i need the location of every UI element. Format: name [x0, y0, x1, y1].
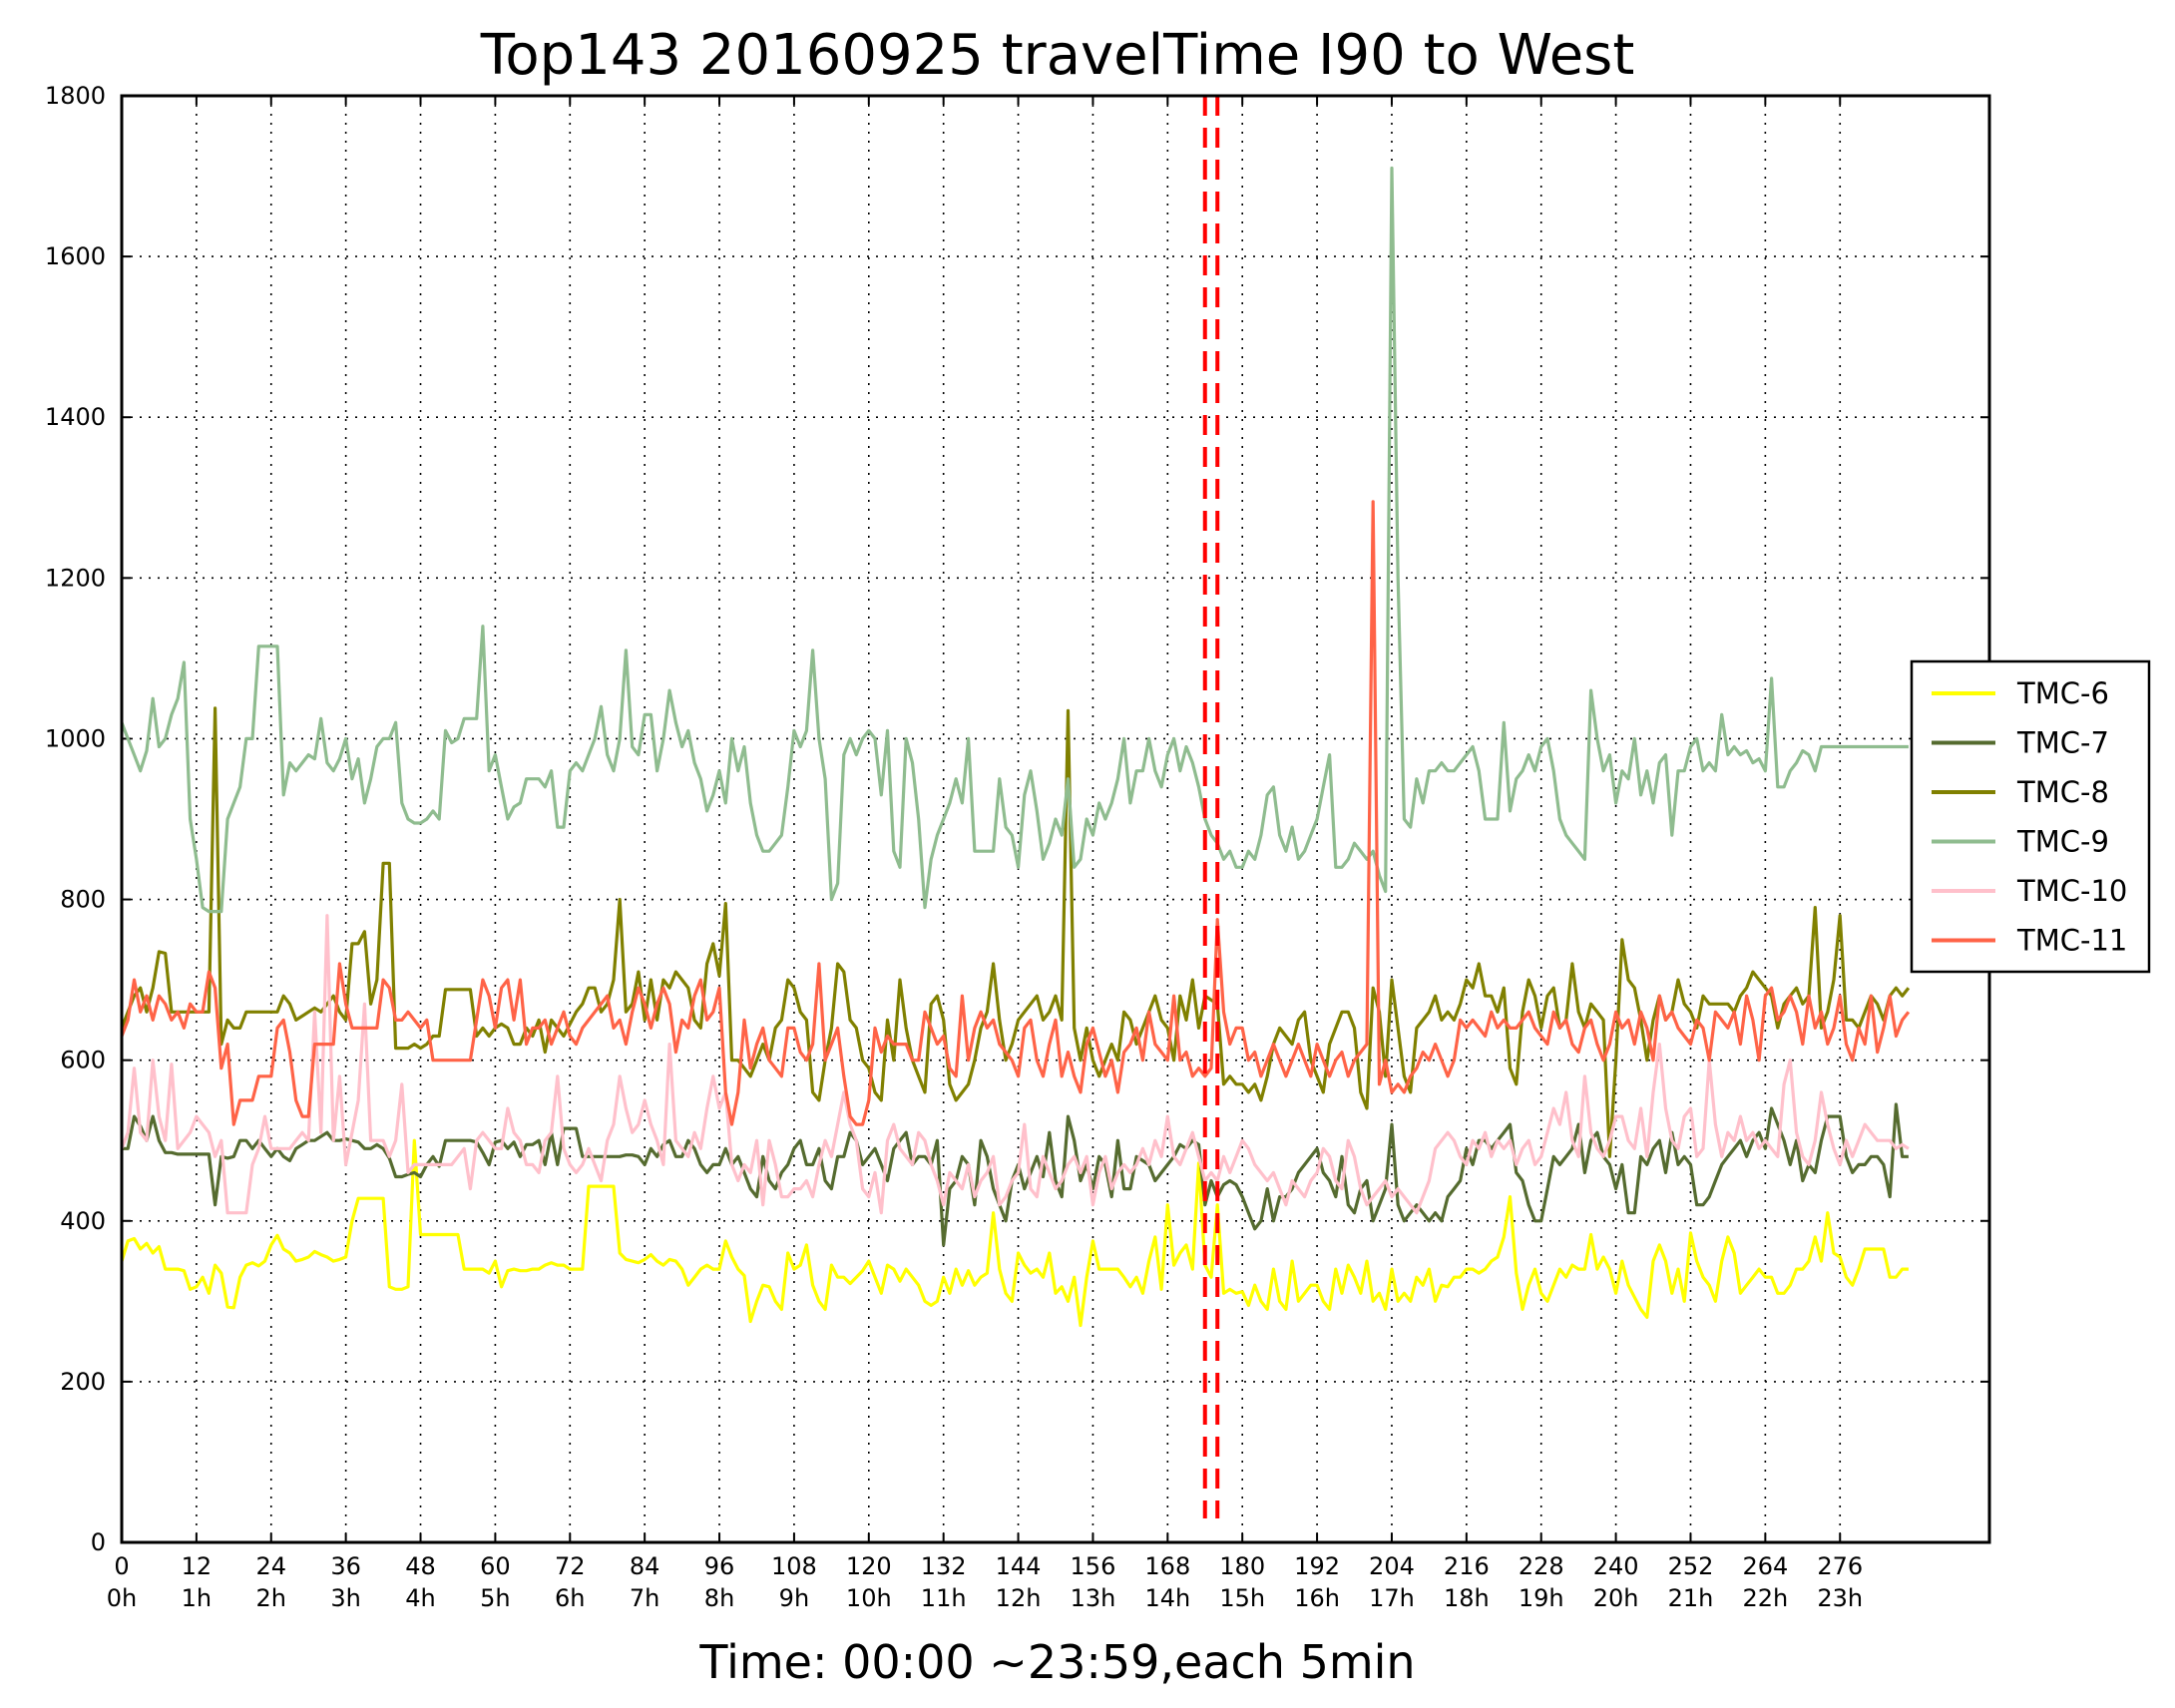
x-tick-sublabel: 18h — [1444, 1584, 1490, 1612]
x-tick-label: 108 — [771, 1552, 817, 1580]
y-tick-label: 200 — [60, 1368, 106, 1396]
x-tick-label: 156 — [1071, 1552, 1116, 1580]
x-tick-label: 36 — [330, 1552, 361, 1580]
y-tick-label: 600 — [60, 1047, 106, 1074]
x-tick-sublabel: 1h — [182, 1584, 212, 1612]
series-line-tmc-9 — [120, 166, 1909, 914]
x-tick-label: 120 — [846, 1552, 892, 1580]
series-line-tmc-6 — [120, 1138, 1909, 1328]
x-tick-label: 192 — [1294, 1552, 1340, 1580]
x-tick-sublabel: 10h — [846, 1584, 892, 1612]
y-tick-label: 1600 — [45, 242, 106, 270]
x-tick-label: 96 — [704, 1552, 735, 1580]
x-tick-label: 264 — [1742, 1552, 1788, 1580]
x-tick-sublabel: 23h — [1817, 1584, 1863, 1612]
y-tick-label: 0 — [91, 1528, 106, 1556]
x-axis: 0 0h 12 1h 24 2h 36 3h 48 4h 60 5h 72 6h 84 7h 96 8h 108 9h… — [107, 96, 1863, 1612]
x-tick-sublabel: 4h — [405, 1584, 435, 1612]
series-line-tmc-10 — [120, 914, 1910, 1215]
grid-lines — [122, 96, 1989, 1542]
x-tick-sublabel: 19h — [1519, 1584, 1564, 1612]
x-tick-label: 204 — [1369, 1552, 1415, 1580]
legend-label: TMC-11 — [2016, 924, 2127, 958]
x-tick-label: 240 — [1593, 1552, 1639, 1580]
x-tick-label: 24 — [255, 1552, 286, 1580]
y-tick-label: 1200 — [45, 564, 106, 592]
legend-box — [1910, 659, 2151, 974]
x-tick-sublabel: 12h — [996, 1584, 1042, 1612]
x-tick-label: 180 — [1219, 1552, 1265, 1580]
x-tick-label: 144 — [996, 1552, 1042, 1580]
x-tick-sublabel: 2h — [256, 1584, 286, 1612]
y-tick-label: 1000 — [45, 724, 106, 752]
y-tick-label: 400 — [60, 1207, 106, 1235]
x-axis-title: Time: 00:00 ~23:59,each 5min — [698, 1635, 1415, 1689]
chart-title: Top143 20160925 travelTime I90 to West — [480, 23, 1635, 88]
x-tick-sublabel: 8h — [704, 1584, 734, 1612]
legend-label: TMC-6 — [2016, 676, 2109, 710]
y-axis: 0 200 400 600 800 1000 1200 1400 1600 1800 — [45, 82, 1989, 1556]
series-line-tmc-7 — [122, 1102, 1909, 1247]
x-tick-sublabel: 7h — [630, 1584, 659, 1612]
x-tick-label: 276 — [1817, 1552, 1863, 1580]
x-tick-label: 252 — [1668, 1552, 1714, 1580]
x-tick-sublabel: 20h — [1593, 1584, 1639, 1612]
x-tick-sublabel: 17h — [1369, 1584, 1415, 1612]
x-tick-label: 48 — [405, 1552, 436, 1580]
x-tick-sublabel: 16h — [1294, 1584, 1340, 1612]
x-tick-sublabel: 13h — [1071, 1584, 1116, 1612]
y-tick-label: 800 — [60, 886, 106, 914]
vertical-markers — [1202, 96, 1220, 1518]
x-tick-label: 216 — [1444, 1552, 1490, 1580]
x-tick-sublabel: 21h — [1668, 1584, 1714, 1612]
x-tick-sublabel: 3h — [330, 1584, 360, 1612]
x-tick-label: 168 — [1144, 1552, 1190, 1580]
x-tick-sublabel: 22h — [1742, 1584, 1788, 1612]
y-tick-label: 1800 — [45, 82, 106, 110]
x-tick-label: 12 — [182, 1552, 213, 1580]
y-tick-label: 1400 — [45, 403, 106, 431]
x-tick-sublabel: 9h — [779, 1584, 809, 1612]
x-tick-label: 60 — [480, 1552, 511, 1580]
plot-lines — [120, 166, 1911, 1328]
x-tick-sublabel: 5h — [480, 1584, 510, 1612]
x-tick-label: 0 — [114, 1552, 129, 1580]
x-tick-label: 132 — [921, 1552, 967, 1580]
x-tick-label: 84 — [630, 1552, 660, 1580]
x-tick-sublabel: 14h — [1144, 1584, 1190, 1612]
x-tick-label: 72 — [555, 1552, 586, 1580]
legend-label: TMC-10 — [2016, 874, 2127, 908]
x-tick-sublabel: 6h — [555, 1584, 585, 1612]
x-tick-sublabel: 15h — [1219, 1584, 1265, 1612]
x-tick-sublabel: 0h — [107, 1584, 137, 1612]
legend: TMC-6 TMC-7 TMC-8 TMC-9 TMC-10 TMC-11 — [1910, 659, 2151, 974]
legend-label: TMC-9 — [2016, 825, 2109, 859]
x-tick-label: 228 — [1519, 1552, 1564, 1580]
legend-label: TMC-8 — [2016, 775, 2109, 809]
series-line-tmc-11 — [120, 500, 1911, 1126]
legend-label: TMC-7 — [2016, 726, 2109, 760]
x-tick-sublabel: 11h — [921, 1584, 967, 1612]
